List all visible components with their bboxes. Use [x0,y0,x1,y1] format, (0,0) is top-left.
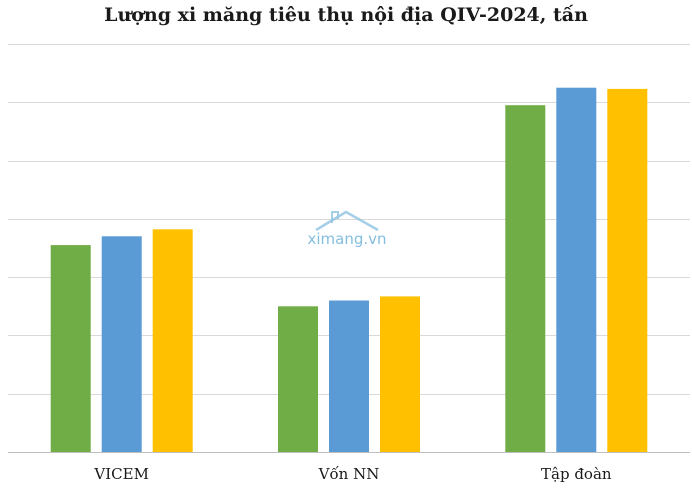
watermark-logo: ximang.vn [307,210,387,248]
x-tick-label: Tập đoàn [541,465,612,483]
bar-vicem-series-3 [152,229,193,452]
chart-title: Lượng xi măng tiêu thụ nội địa QIV-2024,… [104,4,588,26]
bar-tập-đoàn-series-2 [556,87,597,452]
bar-tập-đoàn-series-3 [607,88,648,453]
bar-vốn-nn-series-3 [380,296,420,452]
bar-tập-đoàn-series-1 [505,105,546,452]
bars [50,87,648,453]
bar-vốn-nn-series-2 [329,300,369,452]
watermark-text: ximang.vn [307,230,386,248]
x-tick-label: Vốn NN [318,465,380,483]
x-axis-labels: VICEM Vốn NN Tập đoàn [93,465,611,483]
x-tick-label: VICEM [93,465,149,483]
bar-vicem-series-1 [50,245,91,452]
bar-vốn-nn-series-1 [278,306,318,452]
bar-vicem-series-2 [101,236,142,452]
